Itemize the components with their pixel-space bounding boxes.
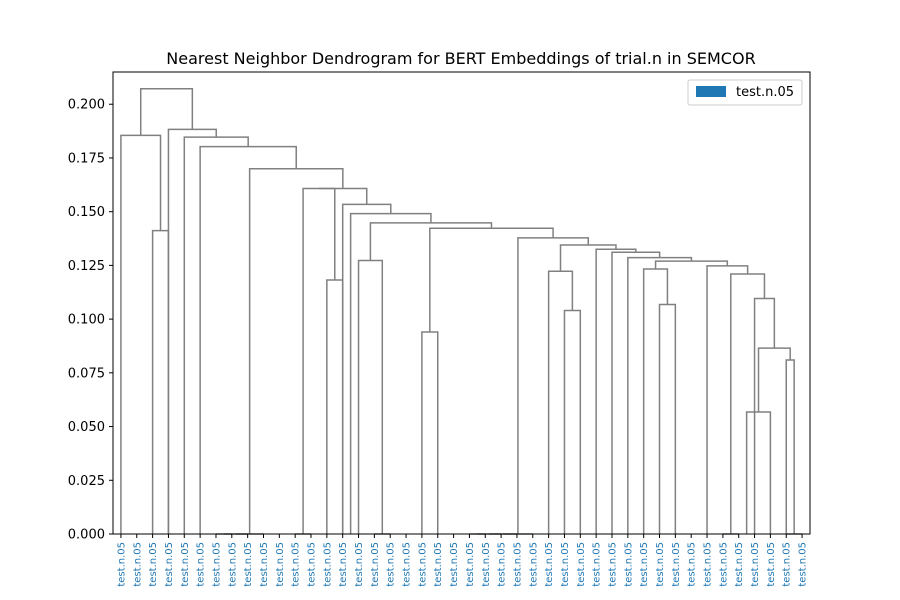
leaf-label: test.n.05 — [259, 542, 270, 587]
leaf-label: test.n.05 — [386, 542, 397, 587]
dendrogram-link — [642, 268, 669, 534]
leaf-label: test.n.05 — [639, 542, 650, 587]
dendrogram-link — [595, 248, 637, 534]
leaf-label: test.n.05 — [354, 542, 365, 587]
leaf-label: test.n.05 — [116, 542, 127, 587]
dendrogram-link — [421, 331, 439, 534]
leaf-label: test.n.05 — [132, 542, 143, 587]
dendrogram-link — [120, 134, 162, 534]
leaf-label: test.n.05 — [243, 542, 254, 587]
leaf-label: test.n.05 — [671, 542, 682, 587]
leaf-label: test.n.05 — [718, 542, 729, 587]
leaf-label: test.n.05 — [798, 542, 809, 587]
plot-frame — [112, 71, 811, 535]
leaf-label: test.n.05 — [465, 542, 476, 587]
dendrogram-link — [753, 297, 776, 534]
leaf-label: test.n.05 — [687, 542, 698, 587]
dendrogram-link — [183, 136, 249, 534]
y-tick-label: 0.175 — [68, 151, 105, 166]
legend-swatch — [696, 86, 726, 97]
leaf-label: test.n.05 — [180, 542, 191, 587]
leaf-label: test.n.05 — [497, 542, 508, 587]
dendrogram-link — [654, 260, 729, 270]
leaf-label: test.n.05 — [734, 542, 745, 587]
leaf-label: test.n.05 — [196, 542, 207, 587]
x-axis: test.n.05 test.n.05 test.n.05 test.n.05 test… — [116, 534, 809, 587]
dendrogram-link — [517, 237, 589, 534]
leaf-label: test.n.05 — [766, 542, 777, 587]
dendrogram-link — [318, 187, 368, 205]
dendrogram-link — [248, 167, 344, 534]
leaf-label: test.n.05 — [481, 542, 492, 587]
leaf-label: test.n.05 — [750, 542, 761, 587]
dendrogram-link — [167, 128, 217, 534]
dendrogram-link — [611, 251, 661, 534]
legend: test.n.05 — [687, 79, 803, 106]
dendrogram-link — [658, 303, 677, 534]
y-tick-label: 0.200 — [68, 98, 105, 113]
y-tick-label: 0.025 — [68, 474, 105, 489]
leaf-label: test.n.05 — [148, 542, 159, 587]
dendrogram-link — [151, 229, 170, 534]
leaf-label: test.n.05 — [322, 542, 333, 587]
leaf-label: test.n.05 — [433, 542, 444, 587]
leaf-label: test.n.05 — [164, 542, 175, 587]
leaf-label: test.n.05 — [512, 542, 523, 587]
leaf-label: test.n.05 — [417, 542, 428, 587]
leaf-label: test.n.05 — [544, 542, 555, 587]
leaf-label: test.n.05 — [623, 542, 634, 587]
y-axis: 0.000 0.025 0.050 0.075 0.100 0.125 0.150 0.175… — [68, 98, 113, 543]
dendrogram-link — [349, 212, 432, 534]
leaf-label: test.n.05 — [291, 542, 302, 587]
leaf-label: test.n.05 — [227, 542, 238, 587]
leaf-label: test.n.05 — [449, 542, 460, 587]
leaf-label: test.n.05 — [655, 542, 666, 587]
dendrogram-link — [706, 265, 749, 534]
dendrogram-link — [785, 359, 795, 534]
y-tick-label: 0.125 — [68, 259, 105, 274]
dendrogram-link — [302, 187, 336, 534]
leaf-label: test.n.05 — [307, 542, 318, 587]
y-tick-label: 0.050 — [68, 420, 105, 435]
y-tick-label: 0.000 — [68, 528, 105, 543]
dendrogram-links — [120, 88, 803, 535]
leaf-label: test.n.05 — [607, 542, 618, 587]
dendrogram-link — [429, 227, 554, 333]
leaf-label: test.n.05 — [338, 542, 349, 587]
y-tick-label: 0.075 — [68, 366, 105, 381]
leaf-label: test.n.05 — [703, 542, 714, 587]
dendrogram-link — [757, 347, 791, 412]
leaf-label: test.n.05 — [782, 542, 793, 587]
leaf-label: test.n.05 — [211, 542, 222, 587]
leaf-label: test.n.05 — [560, 542, 571, 587]
dendrogram-link — [326, 279, 344, 534]
dendrogram-link — [745, 411, 772, 534]
dendrogram-link — [139, 88, 194, 136]
y-tick-label: 0.150 — [68, 205, 105, 220]
leaf-label: test.n.05 — [576, 542, 587, 587]
leaf-label: test.n.05 — [592, 542, 603, 587]
legend-label: test.n.05 — [736, 85, 794, 100]
leaf-label: test.n.05 — [370, 542, 381, 587]
dendrogram-link — [563, 309, 582, 534]
dendrogram-link — [730, 273, 766, 534]
dendrogram-link — [627, 256, 693, 534]
y-tick-label: 0.100 — [68, 313, 105, 328]
chart-title: Nearest Neighbor Dendrogram for BERT Emb… — [166, 49, 755, 68]
leaf-label: test.n.05 — [528, 542, 539, 587]
dendrogram-link — [199, 145, 297, 534]
leaf-label: test.n.05 — [275, 542, 286, 587]
dendrogram-link — [357, 259, 384, 534]
leaf-label: test.n.05 — [402, 542, 413, 587]
